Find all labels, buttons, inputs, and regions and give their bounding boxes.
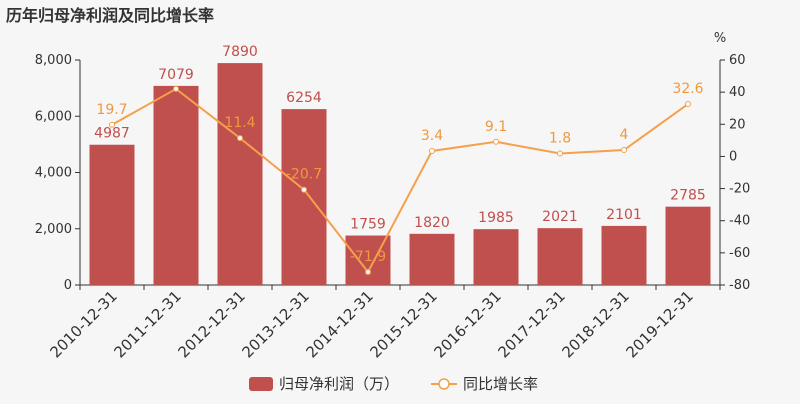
growth-point bbox=[557, 150, 563, 157]
bars-layer bbox=[89, 63, 711, 285]
bar-value-label: 2785 bbox=[670, 188, 706, 204]
legend-line-marker bbox=[438, 378, 450, 390]
y-left-tick-label: 0 bbox=[64, 278, 72, 293]
x-tick-label: 2012-12-31 bbox=[174, 287, 248, 361]
growth-point bbox=[685, 101, 691, 108]
legend-bar-swatch bbox=[249, 377, 273, 391]
x-tick-label: 2010-12-31 bbox=[46, 287, 120, 361]
y-left-tick-label: 2,000 bbox=[35, 222, 72, 237]
labels-layer: 4987 7079 7890 6254 1759 1820 1985 2021 2101 2785… bbox=[94, 44, 706, 265]
legend: 归母净利润（万） 同比增长率 bbox=[249, 375, 538, 393]
y-left-tick-label: 4,000 bbox=[35, 166, 72, 181]
bar-value-label: 2021 bbox=[542, 209, 578, 225]
bar-value-label: 7079 bbox=[158, 67, 194, 83]
x-tick-label: 2013-12-31 bbox=[238, 287, 312, 361]
bar bbox=[409, 233, 455, 285]
y-right-tick-label: 20 bbox=[729, 117, 746, 132]
chart-title: 历年归母净利润及同比增长率 bbox=[6, 6, 215, 25]
growth-line bbox=[111, 87, 689, 274]
bar-value-label: 7890 bbox=[222, 44, 258, 60]
y-right-axis-unit: % bbox=[714, 31, 726, 46]
growth-value-label: -20.7 bbox=[286, 167, 322, 183]
bar bbox=[89, 144, 135, 285]
growth-value-label: -71.9 bbox=[350, 249, 386, 265]
growth-value-label: 9.1 bbox=[485, 119, 507, 135]
growth-point bbox=[237, 135, 243, 142]
x-tick-label: 2015-12-31 bbox=[366, 287, 440, 361]
x-tick-label: 2017-12-31 bbox=[494, 287, 568, 361]
y-left-tick-label: 8,000 bbox=[35, 53, 72, 68]
bar-value-label: 2101 bbox=[606, 207, 642, 223]
y-right-tick-label: -20 bbox=[729, 182, 750, 197]
bar-value-label: 1759 bbox=[350, 217, 386, 233]
bar bbox=[665, 206, 711, 285]
growth-point bbox=[365, 268, 371, 275]
growth-point bbox=[173, 85, 179, 92]
bar bbox=[473, 229, 519, 285]
growth-point bbox=[301, 186, 307, 193]
x-tick-label: 2016-12-31 bbox=[430, 287, 504, 361]
growth-value-label: 1.8 bbox=[549, 131, 571, 147]
bar bbox=[217, 63, 263, 285]
growth-point bbox=[621, 147, 627, 153]
y-right-tick-label: -60 bbox=[729, 246, 750, 261]
growth-value-label: 19.7 bbox=[96, 102, 127, 118]
bar bbox=[281, 109, 327, 285]
bar-value-label: 1820 bbox=[414, 215, 450, 231]
y-right-tick-label: -80 bbox=[729, 278, 750, 293]
y-left-tick-label: 6,000 bbox=[35, 109, 72, 124]
bar-value-label: 1985 bbox=[478, 210, 514, 226]
x-tick-label: 2019-12-31 bbox=[622, 287, 696, 361]
x-tick-label: 2018-12-31 bbox=[558, 287, 632, 361]
line-layer bbox=[109, 85, 691, 275]
bar bbox=[601, 225, 647, 285]
axes-layer: 0 2,000 4,000 6,000 8,000 -80 -60 -40 -20 0 20 40 60… bbox=[35, 31, 750, 361]
growth-value-label: 32.6 bbox=[672, 81, 703, 97]
legend-line-label: 同比增长率 bbox=[463, 375, 538, 393]
bar-value-label: 4987 bbox=[94, 126, 130, 142]
y-right-tick-label: 40 bbox=[729, 85, 746, 100]
growth-point bbox=[493, 138, 499, 145]
bar bbox=[537, 228, 583, 285]
x-tick-label: 2011-12-31 bbox=[110, 287, 184, 361]
bar-value-label: 6254 bbox=[286, 90, 322, 106]
x-tick-label: 2014-12-31 bbox=[302, 287, 376, 361]
growth-value-label: 11.4 bbox=[224, 115, 255, 131]
growth-value-label: 3.4 bbox=[421, 128, 443, 144]
y-right-tick-label: 60 bbox=[729, 53, 746, 68]
legend-bar-label: 归母净利润（万） bbox=[279, 375, 399, 393]
y-right-tick-label: 0 bbox=[729, 149, 737, 164]
bar bbox=[153, 85, 199, 285]
y-right-tick-label: -40 bbox=[729, 214, 750, 229]
growth-value-label: 4 bbox=[620, 127, 629, 143]
growth-point bbox=[109, 121, 115, 128]
growth-point bbox=[429, 147, 435, 154]
